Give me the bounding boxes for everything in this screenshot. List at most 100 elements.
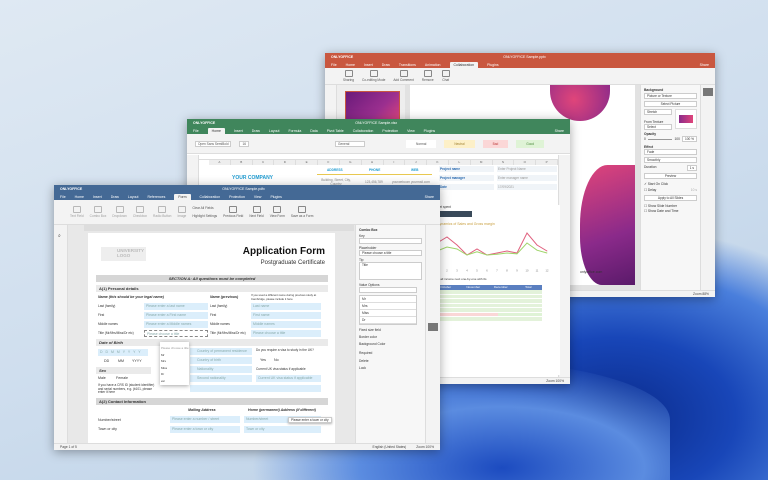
value-option[interactable]: Mr bbox=[360, 296, 416, 303]
tab-pivot-table[interactable]: Pivot Table bbox=[326, 128, 344, 133]
tab-collaboration[interactable]: Collaboration bbox=[199, 194, 221, 199]
form-settings-icon[interactable] bbox=[428, 323, 438, 331]
tab-draw[interactable]: Draw bbox=[381, 62, 390, 67]
key-select[interactable] bbox=[359, 238, 422, 244]
tab-formula[interactable]: Formula bbox=[288, 128, 302, 133]
column-header[interactable]: H bbox=[362, 160, 384, 165]
language-select[interactable]: English (United States) bbox=[372, 445, 407, 449]
line-chart[interactable]: 123456789101112 bbox=[432, 227, 552, 272]
fixed-size-checkbox[interactable]: Fixed size field bbox=[359, 328, 381, 332]
tab-layout[interactable]: Layout bbox=[127, 194, 139, 199]
table-header[interactable]: October bbox=[440, 285, 452, 289]
required-checkbox[interactable]: Required bbox=[359, 351, 373, 355]
delete-button[interactable]: Delete bbox=[359, 359, 369, 363]
dropdown-option[interactable]: Mrs bbox=[161, 359, 166, 363]
dropdown-option[interactable]: Miss bbox=[161, 365, 168, 370]
search-icon[interactable]: ⌕ bbox=[58, 233, 61, 239]
project-value[interactable]: Enter Project Name bbox=[497, 166, 557, 172]
tool-image[interactable]: Image bbox=[177, 206, 186, 218]
visa-yes-radio[interactable]: Yes bbox=[260, 358, 266, 362]
tab-insert[interactable]: Insert bbox=[363, 62, 373, 67]
project-value[interactable]: Enter manager name bbox=[497, 175, 557, 181]
style-neutral[interactable]: Neutral bbox=[444, 139, 475, 148]
visa-status-input[interactable]: Current UK visa status if applicable bbox=[256, 375, 321, 382]
font-size-select[interactable]: 16 bbox=[239, 140, 250, 147]
texture-select[interactable]: Select bbox=[644, 124, 672, 130]
column-header[interactable]: L bbox=[449, 160, 471, 165]
table-header[interactable]: December bbox=[493, 285, 508, 289]
row-input[interactable]: First name bbox=[251, 312, 321, 319]
style-bad[interactable]: Bad bbox=[482, 139, 509, 148]
birth-input[interactable]: Country of birth bbox=[190, 357, 252, 364]
tab-insert[interactable]: Insert bbox=[92, 194, 102, 199]
show-slide-number-checkbox[interactable]: ☐ Show Slide Number bbox=[644, 204, 678, 208]
column-header[interactable]: P bbox=[536, 160, 558, 165]
effect-select[interactable]: Fade bbox=[644, 149, 697, 155]
project-value[interactable]: 17/09/2021 bbox=[497, 184, 557, 190]
column-header[interactable]: F bbox=[318, 160, 340, 165]
table-header[interactable]: Total bbox=[525, 285, 532, 289]
dropdown-option[interactable]: Please choose a title bbox=[161, 346, 189, 350]
column-header[interactable]: N bbox=[493, 160, 515, 165]
tab-protection[interactable]: Protection bbox=[229, 194, 245, 199]
zoom-label[interactable]: Zoom 88% bbox=[693, 292, 709, 296]
placeholder-input[interactable]: Please choose a title bbox=[359, 250, 422, 256]
opacity-input[interactable]: 100 % bbox=[681, 136, 697, 142]
column-header[interactable]: D bbox=[274, 160, 297, 165]
share-button[interactable]: Share bbox=[699, 62, 709, 67]
home-town-input[interactable]: Town or city bbox=[244, 426, 321, 433]
tab-collaboration[interactable]: Collaboration bbox=[449, 61, 479, 68]
table-header[interactable]: November bbox=[466, 285, 481, 289]
number-format-select[interactable]: General bbox=[335, 140, 366, 147]
delay-input[interactable]: 10 s bbox=[690, 188, 697, 192]
tool-text-field[interactable]: Text Field bbox=[70, 206, 84, 218]
tab-draw[interactable]: Draw bbox=[251, 128, 260, 133]
mailing-number-input[interactable]: Please enter a number / street bbox=[170, 416, 240, 423]
value-options-list[interactable]: Mr Mrs Miss Dr bbox=[359, 295, 417, 325]
tab-home[interactable]: Home bbox=[207, 127, 225, 134]
crs-input[interactable] bbox=[190, 385, 321, 392]
tab-home[interactable]: Home bbox=[345, 62, 355, 67]
row-input[interactable]: Please enter a last name bbox=[144, 303, 208, 310]
show-date-checkbox[interactable]: ☐ Show Date and Time bbox=[644, 209, 679, 213]
column-header[interactable]: I bbox=[384, 160, 406, 165]
column-header[interactable]: E bbox=[296, 160, 319, 165]
tab-data[interactable]: Data bbox=[310, 128, 318, 133]
tab-draw[interactable]: Draw bbox=[110, 194, 119, 199]
row-input[interactable]: Please choose a title bbox=[251, 330, 321, 337]
document-page[interactable]: UNIVERSITY LOGO Application Form Postgradu… bbox=[88, 233, 335, 443]
value-option[interactable]: Dr bbox=[360, 317, 416, 324]
value-option[interactable]: Mrs bbox=[360, 303, 416, 310]
tool-chat[interactable]: Chat bbox=[441, 70, 450, 82]
tool-remove[interactable]: Remove bbox=[422, 70, 434, 82]
tool-dropdown[interactable]: Dropdown bbox=[112, 206, 127, 218]
tab-form[interactable]: Form bbox=[174, 193, 191, 200]
next-button[interactable]: Next Field bbox=[249, 206, 264, 218]
fill-select[interactable]: Picture or Texture bbox=[644, 93, 697, 99]
tool-sharing[interactable]: Sharing bbox=[343, 70, 354, 82]
style-normal[interactable]: Normal bbox=[406, 139, 437, 148]
effect-option-select[interactable]: Smoothly bbox=[644, 157, 697, 163]
nationality-input[interactable]: Nationality bbox=[190, 366, 252, 373]
title-dropdown[interactable]: Please choose a title Mr Mrs Miss Dr etc bbox=[160, 342, 189, 385]
dropdown-option[interactable]: Mr bbox=[161, 352, 165, 357]
column-header[interactable]: G bbox=[340, 160, 362, 165]
opacity-slider[interactable] bbox=[647, 138, 673, 140]
dob-boxes[interactable]: D D M M Y Y Y Y bbox=[98, 349, 148, 356]
ruler[interactable] bbox=[84, 225, 354, 231]
preview-button[interactable]: Preview bbox=[644, 173, 697, 179]
second-nationality-input[interactable]: Second nationality bbox=[190, 375, 252, 382]
column-header[interactable]: J bbox=[405, 160, 428, 165]
column-header[interactable]: B bbox=[231, 160, 253, 165]
dropdown-option[interactable]: etc bbox=[161, 378, 166, 383]
tab-animation[interactable]: Animation bbox=[424, 62, 441, 67]
home-number-input[interactable]: Number/street bbox=[244, 416, 321, 423]
tab-file[interactable]: File bbox=[331, 62, 337, 67]
tab-layout[interactable]: Layout bbox=[268, 128, 280, 133]
column-header[interactable]: C bbox=[253, 160, 275, 165]
column-header[interactable]: A bbox=[209, 160, 231, 165]
zoom-label[interactable]: Zoom 100% bbox=[546, 379, 564, 383]
tab-insert[interactable]: Insert bbox=[233, 128, 243, 133]
tip-input[interactable]: Title bbox=[359, 262, 422, 280]
share-button[interactable]: Share bbox=[424, 194, 434, 199]
